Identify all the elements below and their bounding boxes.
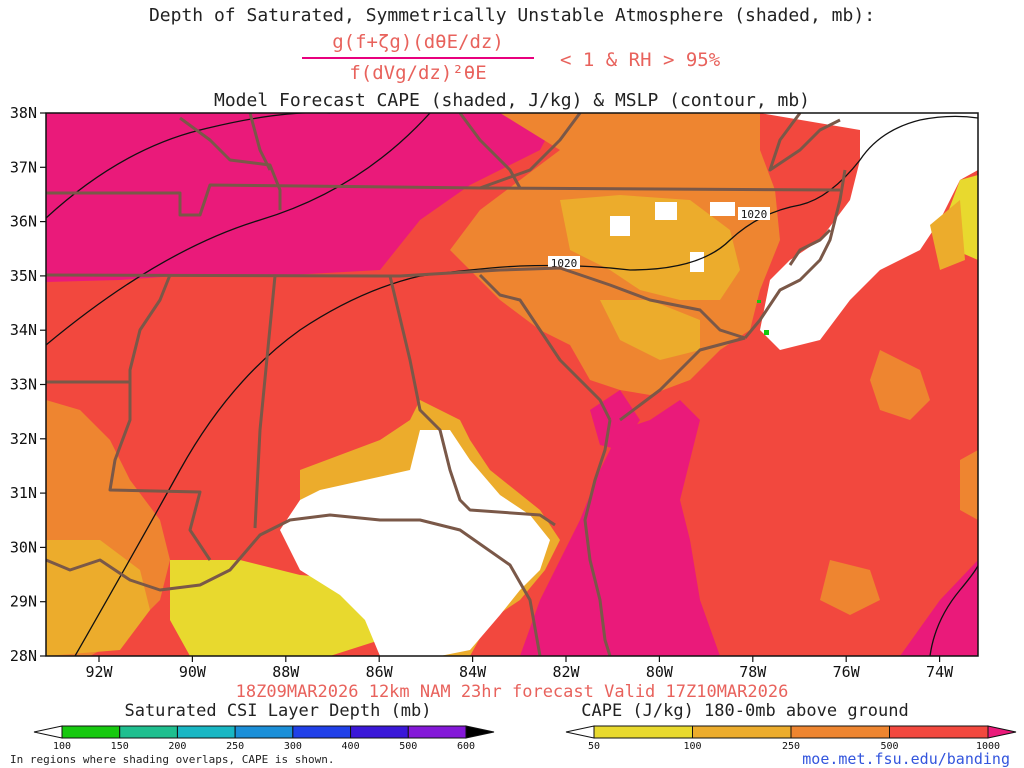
state-boundaries	[46, 113, 847, 656]
map-panel: 1020 1020	[45, 112, 979, 657]
csi-tick-label: 500	[399, 741, 417, 752]
formula-condition: < 1 & RH > 95%	[560, 49, 721, 71]
cape-swatch	[692, 725, 792, 739]
lat-label-38n: 38N	[10, 104, 37, 122]
csi-tick-label: 600	[457, 741, 475, 752]
lat-label-29n: 29N	[10, 593, 37, 611]
csi-tick-label: 150	[111, 741, 129, 752]
cape-none-southeast	[280, 430, 550, 656]
title-line-1: Depth of Saturated, Symmetrically Unstab…	[149, 5, 875, 26]
lat-label-32n: 32N	[10, 430, 37, 448]
isobar-label-box-1	[548, 256, 580, 269]
cape-tick-label: 1000	[976, 741, 1000, 752]
lon-label-74w: 74W	[926, 663, 954, 681]
csi-swatch	[119, 725, 178, 739]
title-line-3: Model Forecast CAPE (shaded, J/kg) & MSL…	[214, 90, 810, 111]
cape-swatch	[889, 725, 989, 739]
cape-swatch-low	[565, 725, 595, 739]
lon-label-90w: 90W	[179, 663, 207, 681]
overlap-note: In regions where shading overlaps, CAPE …	[10, 753, 335, 766]
lon-label-88w: 88W	[272, 663, 300, 681]
formula-numerator: g(f+ζg)(dθE/dz)	[332, 31, 504, 53]
cape-shading	[46, 113, 978, 656]
cape-colorbar: 50 100 250 500 1000	[565, 725, 1017, 752]
csi-colorbar: 100 150 200 250 300 400 500 600	[33, 725, 495, 752]
longitude-labels: 92W 90W 88W 86W 84W 82W 80W 78W 76W 74W	[85, 656, 954, 681]
lon-label-80w: 80W	[646, 663, 674, 681]
cape-tick-label: 500	[880, 741, 898, 752]
csi-swatch	[350, 725, 409, 739]
csi-swatch	[176, 725, 236, 739]
csi-tick-label: 100	[53, 741, 71, 752]
csi-swatch	[61, 725, 121, 739]
csi-swatch-high	[465, 725, 495, 739]
csi-swatch-low	[33, 725, 63, 739]
lat-label-36n: 36N	[10, 213, 37, 231]
valid-time-line: 18Z09MAR2026 12km NAM 23hr forecast Vali…	[236, 682, 789, 702]
cape-high-atlantic	[520, 400, 720, 656]
cape-tick-label: 100	[683, 741, 701, 752]
cape-legend-title: CAPE (J/kg) 180-0mb above ground	[581, 701, 909, 721]
isobar-label-2: 1020	[741, 208, 768, 221]
lat-label-31n: 31N	[10, 484, 37, 502]
csi-tick-label: 200	[168, 741, 186, 752]
lat-label-33n: 33N	[10, 376, 37, 394]
isobar-label-box-2	[738, 207, 770, 220]
cape-lightorange-northeast	[560, 195, 740, 300]
cape-swatch	[593, 725, 693, 739]
lon-label-82w: 82W	[552, 663, 580, 681]
lon-label-92w: 92W	[85, 663, 113, 681]
csi-swatch	[407, 725, 467, 739]
cape-swatch-high	[987, 725, 1017, 739]
csi-swatch	[234, 725, 294, 739]
latitude-labels: 38N 37N 36N 35N 34N 33N 32N 31N 30N 29N 28N	[10, 104, 46, 665]
cape-tick-label: 250	[782, 741, 800, 752]
cape-tick-label: 50	[588, 741, 600, 752]
formula-denominator: f(dVg/dz)²θE	[349, 62, 486, 84]
lat-label-34n: 34N	[10, 321, 37, 339]
lat-label-37n: 37N	[10, 158, 37, 176]
csi-tick-label: 300	[284, 741, 302, 752]
lat-label-35n: 35N	[10, 267, 37, 285]
csi-swatch	[292, 725, 352, 739]
source-url[interactable]: moe.met.fsu.edu/banding	[802, 750, 1010, 768]
lon-label-76w: 76W	[833, 663, 861, 681]
cape-swatch	[790, 725, 890, 739]
lat-label-28n: 28N	[10, 647, 37, 665]
csi-tick-label: 250	[226, 741, 244, 752]
cape-none-offshore	[760, 113, 978, 350]
csi-legend-title: Saturated CSI Layer Depth (mb)	[124, 701, 431, 721]
lon-label-86w: 86W	[366, 663, 394, 681]
cape-high-northwest	[46, 113, 560, 282]
csi-tick-label: 400	[342, 741, 360, 752]
lat-label-30n: 30N	[10, 538, 37, 556]
lon-label-78w: 78W	[739, 663, 767, 681]
lon-label-84w: 84W	[459, 663, 487, 681]
